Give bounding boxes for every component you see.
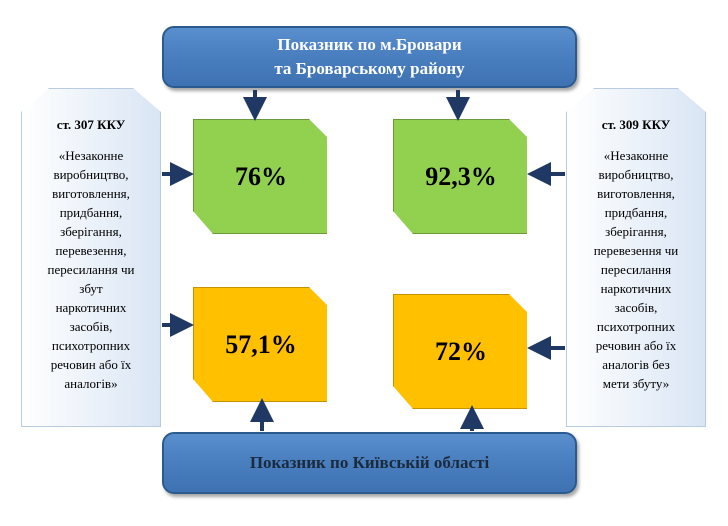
card-top-left-percent: 76% — [193, 119, 327, 234]
left-note-line: зберігання, — [60, 224, 122, 239]
card-bottom-right-value: 72% — [435, 336, 487, 366]
left-note-article-307: ст. 307 ККУ «Незаконне виробництво, виго… — [21, 88, 161, 427]
left-note-line: «Незаконне — [58, 148, 124, 163]
right-note-article-309: ст. 309 ККУ «Незаконне виробництво, виго… — [566, 88, 706, 427]
right-note-line: перевезення чи — [593, 243, 679, 258]
card-bottom-left-percent: 57,1% — [193, 287, 327, 402]
right-note-line: зберігання, — [605, 224, 667, 239]
left-note-line: аналогів» — [64, 376, 118, 391]
card-top-right-value: 92,3% — [425, 161, 497, 191]
top-banner: Показник по м.Бровари та Броварському ра… — [162, 26, 577, 88]
right-note-title: ст. 309 ККУ — [601, 117, 671, 132]
left-note-line: засобів, — [69, 319, 113, 334]
top-banner-line2: та Броварському району — [274, 59, 465, 78]
card-top-left-value: 76% — [235, 161, 287, 191]
card-top-right-percent: 92,3% — [393, 119, 527, 234]
left-note-line: речовин або їх — [50, 357, 132, 372]
left-note-line: придбання, — [59, 205, 123, 220]
bottom-banner-text: Показник по Київській області — [249, 453, 490, 472]
top-banner-line1: Показник по м.Бровари — [277, 35, 462, 54]
left-note-line: психотропних — [51, 338, 131, 353]
right-note-line: мети збуту» — [602, 376, 670, 391]
left-note-description: «Незаконне виробництво, виготовлення, пр… — [48, 146, 135, 393]
right-note-line: виробництво, — [598, 167, 674, 182]
left-note-line: пересилання чи — [47, 262, 135, 277]
right-note-line: аналогів без — [602, 357, 670, 372]
right-note-line: засобів, — [614, 300, 658, 315]
left-note-line: виробництво, — [53, 167, 129, 182]
left-note-line: наркотичних — [55, 300, 127, 315]
left-note-line: перевезення, — [55, 243, 127, 258]
left-note-line: виготовлення, — [52, 186, 130, 201]
right-note-line: виготовлення, — [597, 186, 675, 201]
right-note-line: наркотичних — [600, 281, 672, 296]
right-note-line: придбання, — [604, 205, 668, 220]
right-note-description: «Незаконне виробництво, виготовлення, пр… — [594, 146, 679, 393]
card-bottom-left-value: 57,1% — [225, 329, 297, 359]
left-note-line: збут — [79, 281, 103, 296]
right-note-line: «Незаконне — [603, 148, 669, 163]
right-note-line: психотропних — [596, 319, 676, 334]
bottom-banner: Показник по Київській області — [162, 432, 577, 494]
right-note-line: речовин або їх — [595, 338, 677, 353]
left-note-title: ст. 307 ККУ — [56, 117, 126, 132]
right-note-line: пересилання — [600, 262, 672, 277]
